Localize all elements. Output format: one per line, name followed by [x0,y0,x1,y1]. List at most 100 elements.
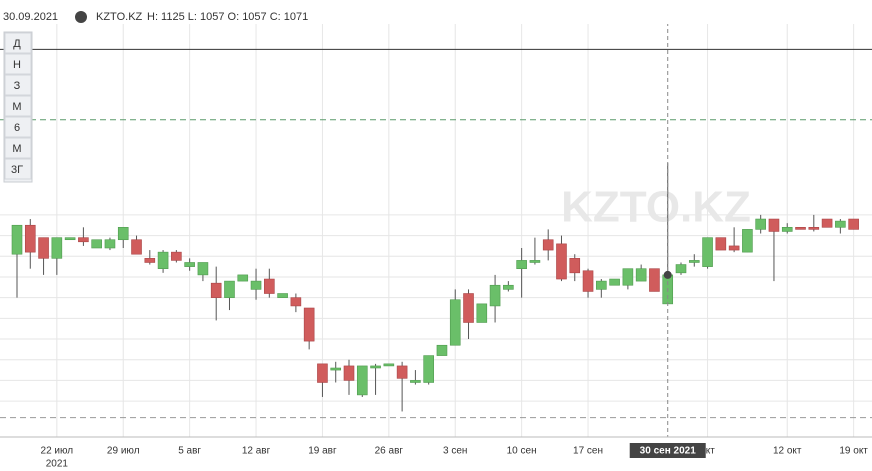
period-button-bg[interactable] [4,95,32,117]
candle-body [343,365,355,381]
period-button-bg[interactable] [4,74,32,96]
x-tick-label: 19 авг [308,446,337,457]
candle-body [609,278,620,286]
candle-body [250,280,262,290]
period-button-bg[interactable] [4,32,32,54]
candle-body [596,280,607,290]
period-button[interactable]: М [4,137,32,159]
candle-body [277,293,288,298]
x-tick-label: 22 июл [41,446,74,457]
period-button-bg[interactable] [4,137,32,159]
candle-body [781,227,793,232]
candle-body [104,239,116,249]
candle-body [795,227,806,230]
x-axis: 22 июл 29 июл 5 авг 12 авг 19 авг 26 авг 3 сен… [41,443,868,470]
candle-body [197,262,209,276]
candle-body [117,227,129,241]
grid [0,24,872,437]
crosshair-label: 30 сен 2021 [640,446,697,457]
candle-body [91,239,102,249]
period-button-label[interactable]: Д [13,38,21,50]
period-button[interactable]: Д [4,32,32,54]
candle-body [728,245,740,251]
header-ticker: KZTO.KZ [96,11,143,23]
period-button-bg[interactable] [4,116,32,138]
candle-body [11,224,23,255]
period-button[interactable]: М [4,95,32,117]
header-date: 30.09.2021 [3,11,58,23]
candle-body [436,344,448,356]
candle-body [224,280,235,298]
candle-body [569,258,581,274]
candle-body [582,270,594,292]
candle-body [184,262,195,267]
period-button-label[interactable]: 3Г [11,164,23,176]
candle-body [808,227,820,230]
candle-body [542,239,554,251]
header-ohlc: H: 1125 L: 1057 O: 1057 C: 1071 [147,11,308,23]
levels [0,48,872,419]
candle-body [449,299,461,346]
x-tick-label: 26 авг [375,446,404,457]
candle-body [556,243,567,280]
candle-body [38,237,49,259]
period-button-label[interactable]: 6 [14,122,20,134]
candle-body [715,237,727,251]
candle-body [210,282,222,298]
candle-body [303,307,315,342]
candle-body [144,258,156,263]
period-button[interactable]: 6 [4,116,32,138]
candle-body [476,303,488,323]
candle-body [516,260,527,269]
candle-body [423,355,434,383]
header-dot [75,11,87,23]
candle-body [768,218,780,232]
candle-body [503,284,514,290]
candle-body [171,251,182,261]
candle-body [131,239,142,255]
crosshair-label-bg [629,443,706,458]
candles [11,8,859,437]
candle-body [675,264,687,274]
period-button[interactable]: 3Г [4,158,32,180]
candle-body [463,293,474,323]
period-button-bg[interactable] [4,158,32,180]
period-button[interactable]: Н [4,53,32,75]
crosshair-dot [663,270,672,279]
x-tick-label: 17 сен [573,446,603,457]
x-tick-label: 5 авг [178,446,201,457]
period-button-label[interactable]: З [14,80,21,92]
x-tick-label: 19 окт [839,446,868,457]
candle-body [848,218,859,230]
header-bg [0,0,872,24]
period-button-bg[interactable] [4,53,32,75]
candle-body [317,363,328,383]
candle-body [64,237,76,241]
period-button-label[interactable]: М [12,101,21,113]
x-tick-label: 12 авг [242,446,271,457]
candle-body [688,260,700,263]
candle-body [264,278,275,294]
candle-body [78,237,89,243]
candle-body [330,367,342,371]
period-button-label[interactable]: Н [13,59,21,71]
candle-body [396,365,408,379]
candle-body [821,218,833,228]
period-button-label[interactable]: М [12,143,21,155]
x-tick-label: окт [700,446,715,457]
candle-body [649,268,660,292]
candle-body [489,284,501,307]
candle-body [157,251,169,269]
candle-body [410,380,421,383]
candle-body [237,274,249,282]
period-button[interactable]: З [4,74,32,96]
x-tick-label: 12 окт [773,446,802,457]
candle-body [24,224,36,253]
candle-body [51,237,63,259]
watermark: KZTO.KZ [561,183,751,232]
candle-body [370,365,381,369]
candle-body [755,218,766,230]
candle-body [742,229,753,253]
